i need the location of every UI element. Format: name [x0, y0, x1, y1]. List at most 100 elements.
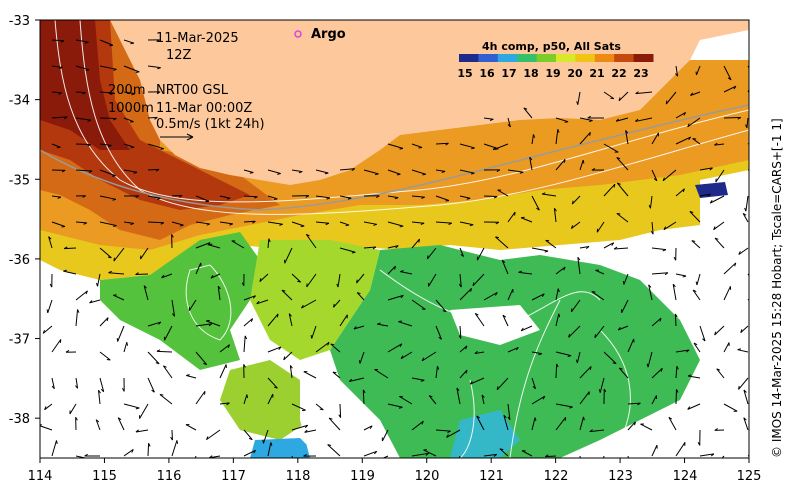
current-vector — [304, 429, 317, 433]
current-vector-head — [256, 300, 260, 305]
current-vector-head — [186, 374, 190, 376]
current-vector-head — [203, 362, 207, 366]
current-vector — [503, 415, 509, 431]
current-vector-head — [51, 385, 55, 390]
current-vector-head — [567, 355, 572, 358]
current-vector-head — [351, 251, 356, 254]
current-vector-head — [277, 173, 281, 175]
current-vector — [714, 237, 725, 249]
current-vector-head — [737, 117, 742, 120]
current-vector-head — [422, 173, 426, 176]
current-vector-head — [135, 272, 139, 275]
current-vector — [459, 143, 475, 149]
argo-float-marker — [294, 30, 302, 38]
current-vector — [328, 417, 341, 431]
current-vector-head — [589, 429, 593, 433]
current-vector — [647, 351, 653, 368]
current-vector-head — [87, 119, 92, 122]
current-vector-head — [600, 468, 601, 471]
current-vector-head — [715, 462, 716, 465]
current-vector-head — [373, 223, 377, 226]
current-vector — [603, 143, 619, 153]
current-vector-head — [353, 326, 357, 330]
current-vector — [387, 245, 399, 249]
current-vector — [339, 247, 356, 253]
current-vector — [723, 65, 732, 81]
current-vector — [185, 424, 197, 431]
current-vector-head — [709, 199, 713, 204]
current-vector-head — [399, 343, 403, 348]
current-vector-head — [489, 118, 494, 121]
current-vector — [47, 299, 53, 314]
current-vector-head — [254, 196, 258, 199]
current-vector — [387, 221, 404, 227]
current-vector-head — [110, 92, 114, 96]
current-vector-head — [208, 323, 213, 327]
current-vector — [723, 85, 737, 93]
current-vector — [675, 111, 686, 119]
current-vector-head — [545, 454, 549, 458]
current-vector — [651, 272, 669, 275]
current-vector — [195, 242, 211, 249]
current-vector-head — [448, 222, 452, 226]
map-date: 11-Mar-2025 — [156, 31, 239, 46]
current-vector-head — [734, 262, 737, 267]
current-vector — [651, 247, 667, 251]
current-vector — [243, 318, 253, 327]
current-vector — [742, 213, 749, 223]
colorbar-tick: 20 — [567, 67, 583, 80]
current-vector — [675, 188, 685, 197]
current-vector — [699, 453, 715, 457]
current-vector-head — [253, 449, 257, 454]
current-vector — [147, 377, 155, 393]
current-vector-head — [428, 395, 433, 398]
current-vector — [635, 117, 653, 122]
current-vector — [492, 143, 509, 151]
current-vector-head — [96, 282, 99, 287]
current-vector — [147, 221, 164, 224]
current-vector-head — [469, 224, 474, 227]
current-vector-head — [558, 313, 561, 318]
current-vector — [459, 325, 462, 339]
current-vector — [99, 39, 114, 46]
current-vector-head — [143, 285, 147, 289]
current-vector-head — [733, 85, 737, 90]
current-vector — [75, 117, 91, 121]
current-vector — [411, 377, 425, 381]
current-vector-head — [582, 159, 585, 164]
current-vector — [363, 450, 377, 457]
current-vector — [291, 403, 306, 411]
current-vector-head — [469, 381, 473, 385]
current-vector-head — [155, 168, 160, 172]
current-vector-head — [276, 313, 279, 318]
current-vector — [89, 299, 101, 304]
current-vector — [353, 325, 365, 330]
current-vector — [427, 247, 437, 260]
current-vector — [171, 194, 183, 197]
current-vector — [305, 234, 317, 249]
sst-blue-patch-2 — [450, 410, 520, 458]
current-vector — [382, 455, 389, 458]
current-vector-head — [377, 322, 381, 325]
current-vector — [691, 240, 701, 249]
current-vector — [507, 289, 514, 301]
current-vector-head — [156, 349, 161, 352]
current-vector-head — [160, 148, 164, 150]
current-vector-head — [131, 449, 134, 453]
current-vector — [421, 351, 437, 362]
current-vector — [291, 169, 303, 173]
current-vector-head — [358, 360, 361, 364]
current-vector-head — [107, 144, 112, 148]
current-vector-head — [646, 363, 649, 368]
current-vector-head — [227, 344, 230, 349]
current-vector — [75, 65, 90, 71]
current-vector-head — [496, 386, 499, 390]
current-vector-head — [207, 242, 211, 246]
current-vector-head — [241, 282, 245, 287]
current-vector-head — [707, 193, 711, 197]
current-vector-head — [106, 358, 111, 361]
current-vector — [147, 116, 158, 119]
current-vector — [541, 193, 557, 197]
current-vector — [339, 314, 348, 327]
current-vector-head — [281, 289, 286, 292]
